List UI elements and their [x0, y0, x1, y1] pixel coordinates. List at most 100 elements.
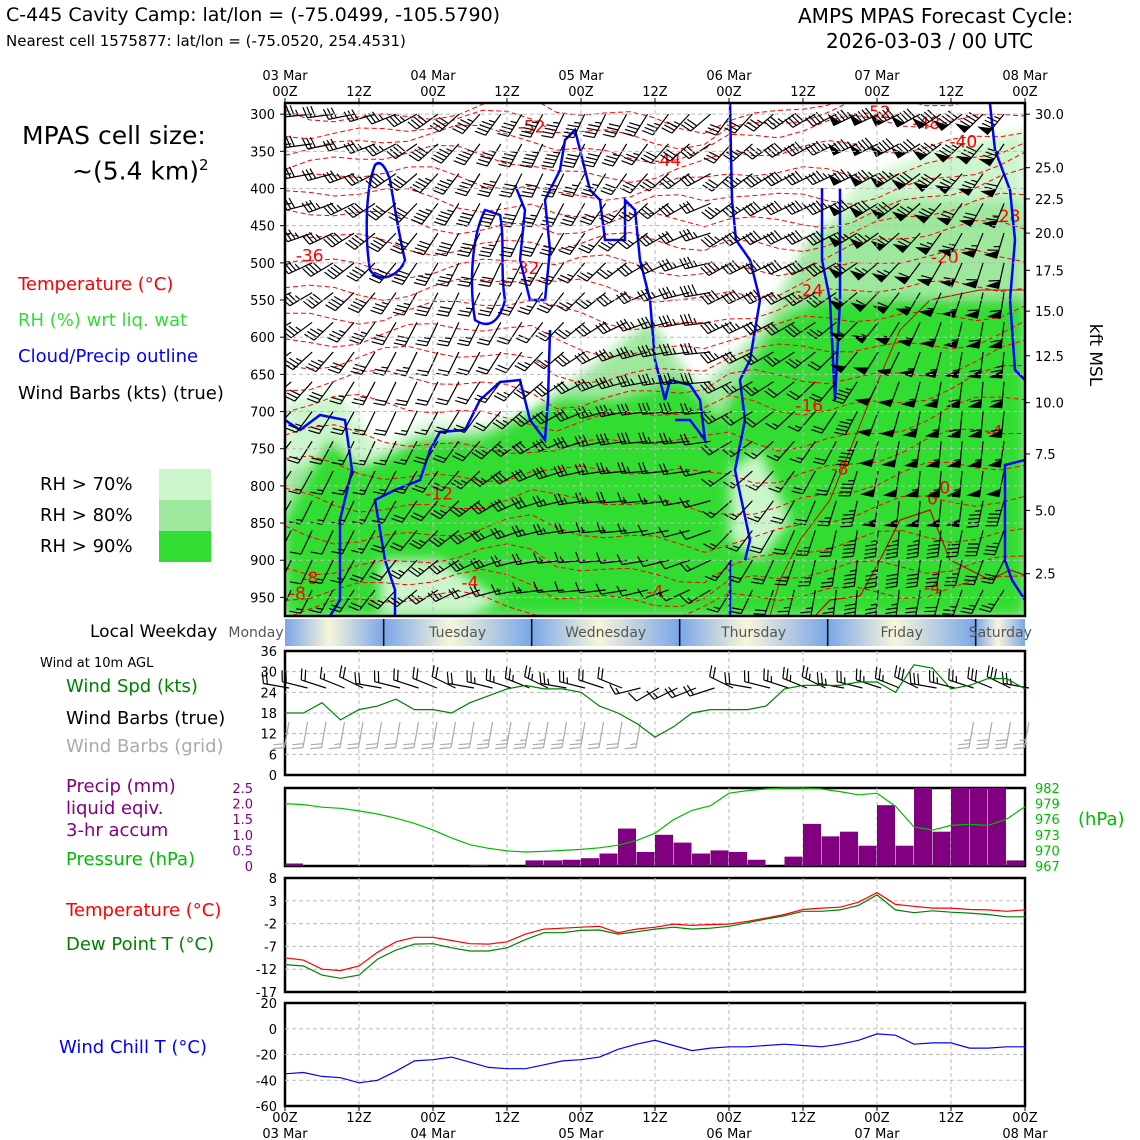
upper-wind-barb-feather — [864, 581, 877, 585]
upper-wind-barb-feather — [645, 344, 652, 356]
upper-wind-barb-feather — [388, 216, 400, 223]
upper-wind-barb — [975, 530, 984, 556]
upper-wind-barb-feather — [988, 279, 1001, 282]
upper-wind-barb-feather — [438, 245, 451, 250]
x-tick-label-bottom-date: 05 Mar — [558, 1127, 604, 1140]
upper-wind-barb-feather — [557, 437, 565, 448]
upper-wind-barb — [642, 470, 669, 475]
upper-wind-barb-feather — [581, 378, 590, 389]
upper-wind-barb-feather — [679, 314, 686, 326]
upper-wind-barb — [350, 143, 376, 154]
upper-wind-barb — [530, 113, 544, 138]
upper-wind-barb-feather — [683, 148, 693, 157]
weekday-segment — [531, 619, 680, 646]
upper-wind-barb-feather — [414, 312, 427, 317]
upper-wind-barb-feather — [500, 190, 513, 195]
upper-wind-barb-feather — [395, 338, 408, 343]
upper-wind-barb-feather — [886, 577, 898, 581]
upper-wind-barb-feather — [395, 242, 407, 248]
upper-wind-barb-feather — [906, 108, 916, 118]
upper-wind-barb-feather — [642, 432, 648, 444]
upper-wind-barb — [740, 589, 753, 614]
upper-wind-barb-feather — [661, 232, 670, 243]
upper-wind-barb-half-feather — [954, 458, 961, 462]
upper-wind-barb-feather — [469, 559, 477, 570]
upper-wind-barb-flag — [897, 338, 914, 347]
upper-wind-barb — [579, 529, 606, 534]
upper-wind-barb-feather — [987, 116, 998, 123]
wind-barb-true-feather — [709, 665, 713, 677]
upper-wind-barb-half-feather — [689, 407, 694, 414]
temperature-y-tick-label: -2 — [264, 918, 277, 933]
upper-wind-barb-feather — [554, 331, 565, 340]
upper-wind-barb — [384, 411, 397, 436]
wind-barb-true-feather — [971, 668, 974, 680]
upper-wind-barb — [600, 500, 627, 504]
pressure-y-tick-label: 973 — [1035, 829, 1060, 844]
upper-wind-barb-feather — [330, 138, 338, 150]
upper-wind-barb — [626, 232, 648, 250]
upper-wind-barb-feather — [805, 267, 815, 277]
upper-wind-barb-feather — [354, 266, 366, 274]
upper-wind-barb-half-feather — [630, 321, 635, 328]
upper-wind-barb — [729, 232, 753, 247]
upper-wind-barb-half-feather — [930, 143, 937, 149]
upper-wind-barb-feather — [412, 539, 423, 547]
wind-barb-grid — [579, 721, 586, 748]
upper-wind-barb — [289, 292, 313, 307]
upper-wind-barb-feather — [843, 585, 855, 589]
upper-wind-barb-feather — [679, 403, 686, 415]
upper-wind-barb-feather — [560, 381, 570, 391]
upper-wind-barb-feather — [721, 294, 730, 305]
upper-wind-barb-half-feather — [542, 527, 547, 534]
upper-wind-barb-feather — [511, 498, 519, 510]
upper-wind-barb-feather — [722, 449, 732, 458]
upper-wind-barb — [794, 351, 816, 369]
upper-wind-barb-feather — [415, 402, 427, 406]
upper-wind-barb — [300, 530, 313, 555]
upper-wind-barb-feather — [968, 513, 981, 516]
upper-wind-barb-half-feather — [568, 245, 575, 249]
upper-wind-barb-feather — [728, 204, 738, 214]
upper-wind-barb-feather — [808, 203, 817, 214]
chart-subtitle: Nearest cell 1575877: lat/lon = (-75.052… — [6, 32, 406, 50]
upper-wind-barb-feather — [288, 357, 300, 365]
upper-wind-barb-flag — [879, 428, 896, 438]
upper-wind-barb — [377, 589, 397, 610]
upper-wind-barb-feather — [815, 140, 825, 151]
upper-wind-barb-feather — [588, 124, 600, 128]
upper-wind-barb-feather — [684, 343, 690, 355]
wind-barb-true-feather — [897, 667, 901, 679]
upper-wind-barb-feather — [476, 394, 488, 400]
upper-wind-barb-feather — [637, 556, 644, 567]
upper-wind-barb-half-feather — [317, 424, 324, 428]
upper-wind-barb-feather — [533, 581, 539, 593]
upper-wind-barb-feather — [680, 124, 692, 132]
upper-wind-barb-flag — [977, 126, 994, 136]
upper-wind-barb — [518, 470, 544, 482]
upper-wind-barb-feather — [440, 242, 453, 246]
upper-wind-barb — [916, 560, 921, 587]
upper-wind-barb — [565, 292, 586, 312]
upper-wind-barb-feather — [368, 177, 379, 187]
upper-wind-barb-feather — [373, 337, 386, 342]
upper-wind-barb-feather — [596, 492, 602, 504]
upper-wind-barb-feather — [640, 157, 652, 164]
upper-wind-barb — [663, 470, 690, 476]
upper-wind-barb-feather — [457, 342, 469, 347]
wind-barb-grid-feather — [551, 743, 563, 746]
upper-wind-barb-feather — [662, 315, 669, 327]
upper-wind-barb-half-feather — [338, 459, 345, 462]
upper-wind-barb-feather — [581, 192, 593, 197]
weekday-segment — [285, 619, 384, 646]
upper-wind-barb-half-feather — [465, 337, 472, 340]
upper-wind-barb — [572, 173, 586, 197]
temperature-contour-label: -44 — [653, 151, 681, 171]
upper-wind-barb-feather — [920, 113, 930, 123]
upper-wind-barb — [731, 173, 753, 190]
upper-wind-barb-feather — [637, 291, 645, 302]
upper-wind-barb — [771, 321, 795, 336]
upper-wind-barb-half-feather — [502, 419, 509, 425]
upper-wind-barb — [360, 559, 376, 583]
upper-wind-barb — [481, 440, 502, 460]
